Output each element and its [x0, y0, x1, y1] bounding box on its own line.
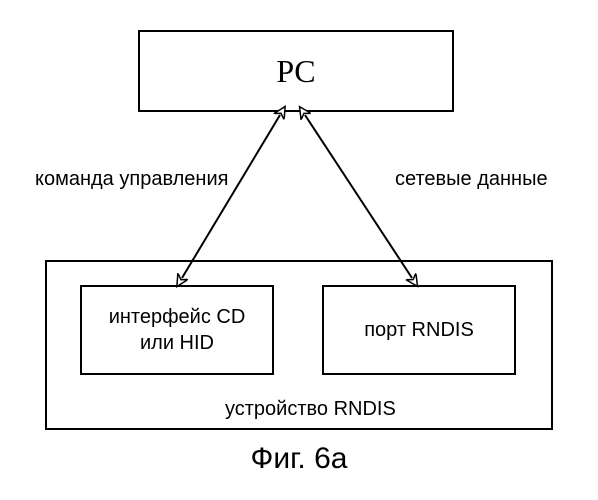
edge-left-arrow — [182, 115, 280, 278]
figure-caption: Фиг. 6а — [0, 442, 598, 476]
edge-right-arrow — [305, 115, 412, 278]
node-interface-label: интерфейс CD или HID — [82, 304, 272, 356]
node-pc: PC — [138, 30, 454, 112]
node-device-label: устройство RNDIS — [225, 398, 396, 421]
node-port-label: порт RNDIS — [364, 319, 474, 342]
edge-right-label: сетевые данные — [395, 168, 548, 191]
edge-left-label: команда управления — [35, 168, 228, 191]
node-port: порт RNDIS — [322, 285, 516, 375]
node-interface: интерфейс CD или HID — [80, 285, 274, 375]
node-pc-label: PC — [276, 53, 315, 90]
